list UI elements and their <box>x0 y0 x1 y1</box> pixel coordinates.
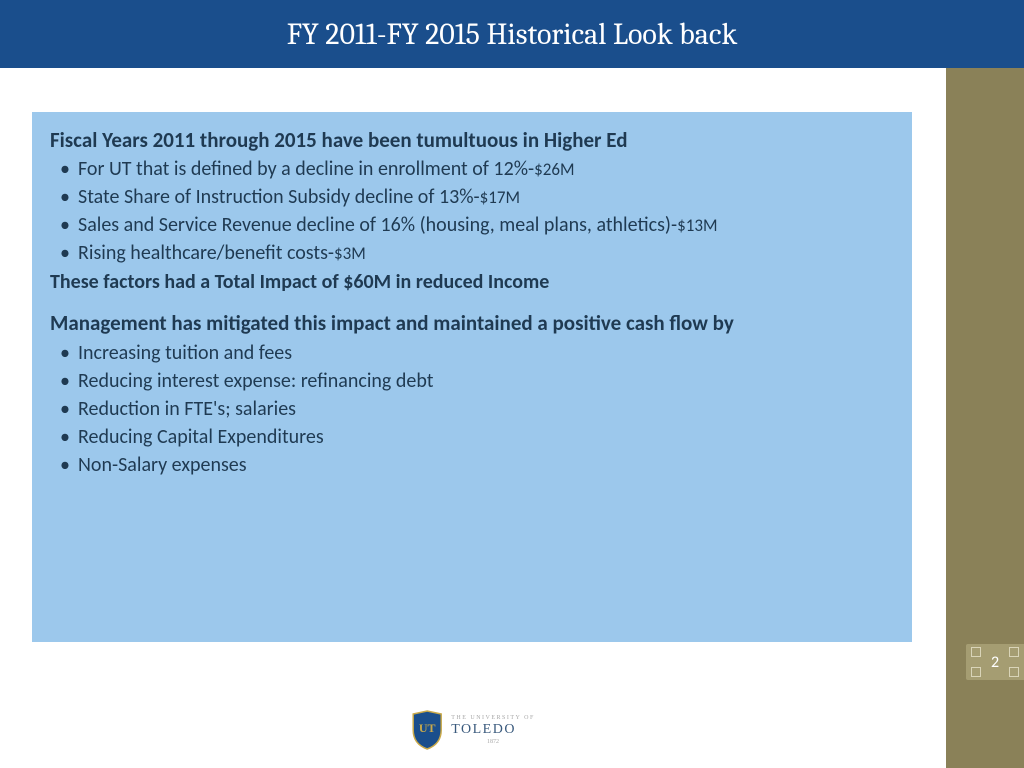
list-item: Increasing tuition and fees <box>50 340 894 367</box>
slide-title: FY 2011-FY 2015 Historical Look back <box>287 17 738 52</box>
page-number: 2 <box>991 653 999 672</box>
main-area: Fiscal Years 2011 through 2015 have been… <box>0 68 946 768</box>
content-box: Fiscal Years 2011 through 2015 have been… <box>32 112 912 642</box>
logo-year: 1872 <box>451 739 535 745</box>
list-item: For UT that is defined by a decline in e… <box>50 156 894 183</box>
list-item: Rising healthcare/benefit costs-$3M <box>50 240 894 267</box>
list-item: Reducing interest expense: refinancing d… <box>50 368 894 395</box>
list-item: State Share of Instruction Subsidy decli… <box>50 184 894 211</box>
section1-closing: These factors had a Total Impact of $60M… <box>50 269 894 296</box>
shield-icon: UT <box>411 710 443 750</box>
page-number-badge: 2 <box>966 644 1024 680</box>
svg-text:UT: UT <box>419 721 436 735</box>
logo-subtitle: THE UNIVERSITY OF <box>451 715 535 721</box>
logo-main: TOLEDO <box>451 723 535 737</box>
list-item: Reduction in FTE's; salaries <box>50 396 894 423</box>
list-item: Non-Salary expenses <box>50 452 894 479</box>
section1-list: For UT that is defined by a decline in e… <box>50 156 894 267</box>
section2-list: Increasing tuition and fees Reducing int… <box>50 340 894 479</box>
section2-heading: Management has mitigated this impact and… <box>50 310 894 337</box>
logo-text: THE UNIVERSITY OF TOLEDO 1872 <box>451 715 535 745</box>
university-logo: UT THE UNIVERSITY OF TOLEDO 1872 <box>411 710 535 750</box>
list-item: Reducing Capital Expenditures <box>50 424 894 451</box>
list-item: Sales and Service Revenue decline of 16%… <box>50 212 894 239</box>
section1-heading: Fiscal Years 2011 through 2015 have been… <box>50 126 894 154</box>
slide-header: FY 2011-FY 2015 Historical Look back <box>0 0 1024 68</box>
